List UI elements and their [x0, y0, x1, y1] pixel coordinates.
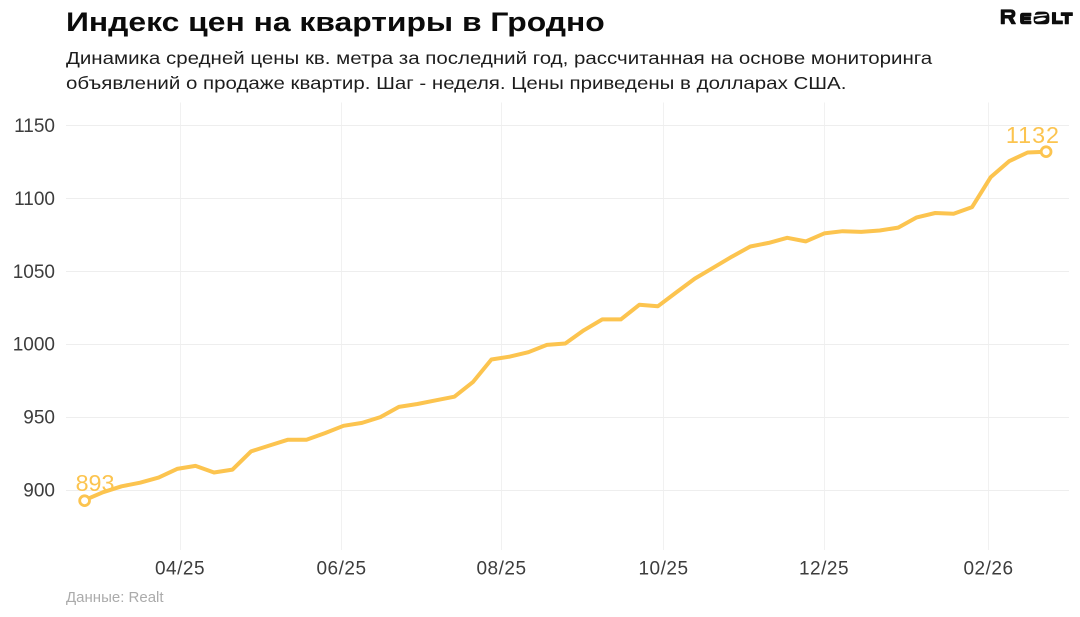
svg-text:900: 900: [23, 481, 55, 502]
svg-text:02/26: 02/26: [963, 559, 1013, 580]
svg-text:08/25: 08/25: [476, 559, 526, 580]
svg-text:950: 950: [23, 408, 55, 429]
svg-text:1000: 1000: [13, 335, 55, 356]
svg-text:04/25: 04/25: [155, 559, 205, 580]
svg-text:1050: 1050: [13, 262, 55, 283]
svg-text:1132: 1132: [1006, 122, 1060, 148]
svg-text:10/25: 10/25: [638, 559, 688, 580]
svg-text:06/25: 06/25: [316, 559, 366, 580]
svg-text:1150: 1150: [14, 116, 55, 137]
svg-text:1100: 1100: [14, 189, 55, 210]
svg-text:12/25: 12/25: [799, 559, 849, 580]
svg-text:893: 893: [76, 470, 115, 496]
